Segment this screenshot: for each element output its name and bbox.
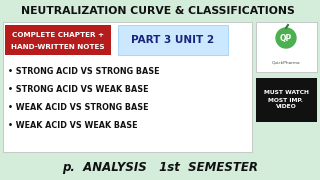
Text: • WEAK ACID VS STRONG BASE: • WEAK ACID VS STRONG BASE xyxy=(8,103,148,112)
Text: • STRONG ACID VS WEAK BASE: • STRONG ACID VS WEAK BASE xyxy=(8,86,148,94)
FancyBboxPatch shape xyxy=(3,22,252,152)
Text: • WEAK ACID VS WEAK BASE: • WEAK ACID VS WEAK BASE xyxy=(8,122,138,130)
FancyBboxPatch shape xyxy=(0,154,320,180)
Text: COMPLETE CHAPTER +: COMPLETE CHAPTER + xyxy=(12,32,104,38)
Text: MUST WATCH
MOST IMP.
VIDEO: MUST WATCH MOST IMP. VIDEO xyxy=(264,91,308,109)
Text: PART 3 UNIT 2: PART 3 UNIT 2 xyxy=(132,35,215,45)
Circle shape xyxy=(276,28,296,48)
FancyBboxPatch shape xyxy=(118,25,228,55)
Text: QP: QP xyxy=(280,35,292,44)
Text: NEUTRALIZATION CURVE & CLASSIFICATIONS: NEUTRALIZATION CURVE & CLASSIFICATIONS xyxy=(21,6,295,16)
Text: QuickPharma: QuickPharma xyxy=(272,60,300,64)
Text: HAND-WRITTEN NOTES: HAND-WRITTEN NOTES xyxy=(11,44,105,50)
Text: p.  ANALYSIS   1st  SEMESTER: p. ANALYSIS 1st SEMESTER xyxy=(62,161,258,174)
FancyBboxPatch shape xyxy=(5,25,111,55)
FancyBboxPatch shape xyxy=(256,78,317,122)
Text: • STRONG ACID VS STRONG BASE: • STRONG ACID VS STRONG BASE xyxy=(8,68,159,76)
FancyBboxPatch shape xyxy=(256,22,317,72)
